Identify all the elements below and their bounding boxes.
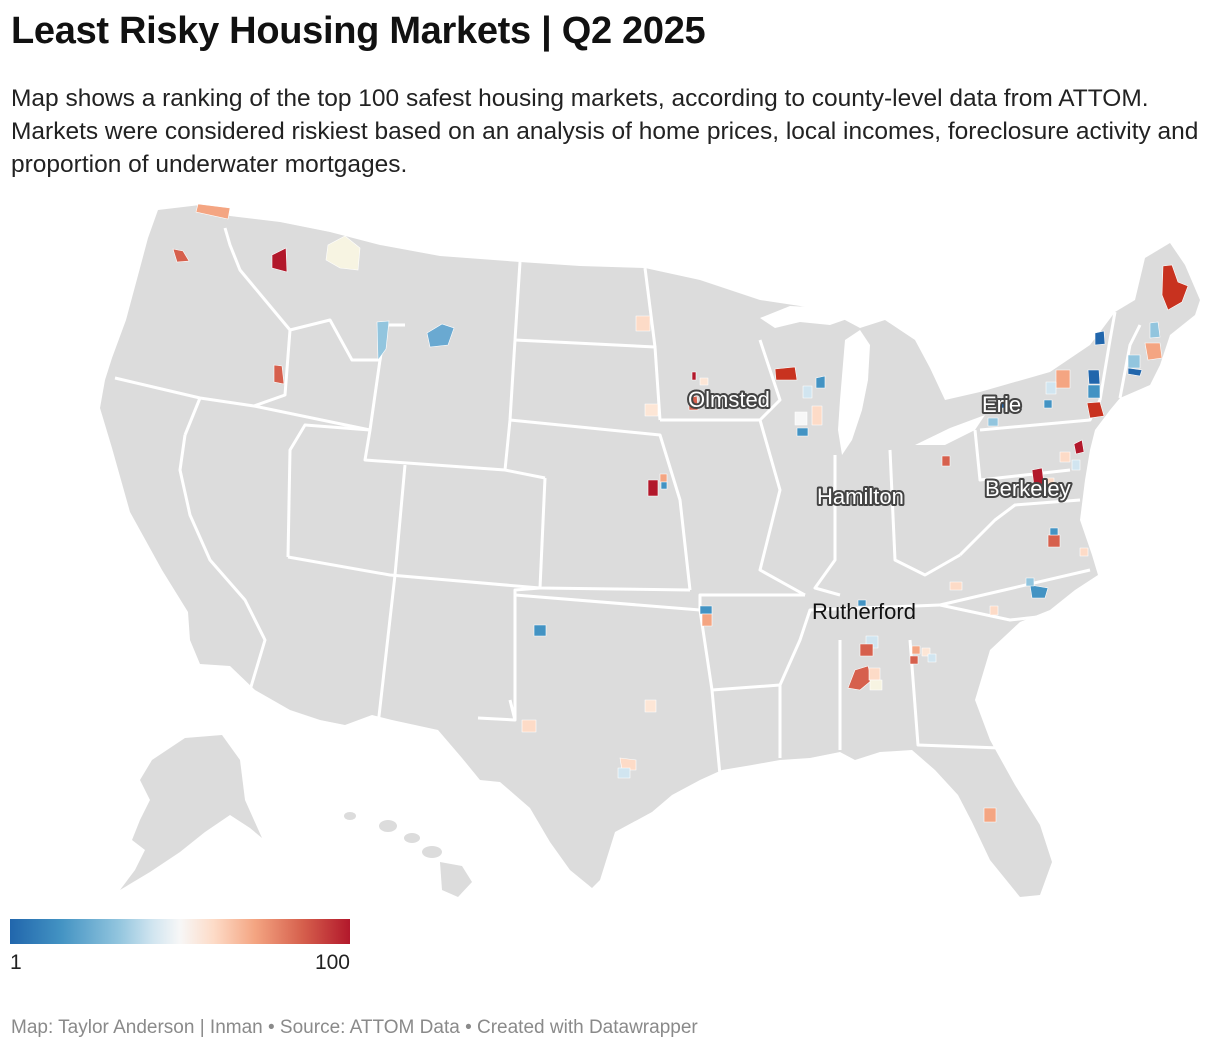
county-market[interactable] [927, 653, 937, 663]
county-market[interactable] [195, 203, 231, 220]
county-market[interactable] [989, 605, 999, 616]
county-market[interactable] [987, 417, 999, 427]
county-market[interactable] [644, 403, 659, 417]
legend-max-label: 100 [314, 951, 350, 974]
county-market[interactable] [815, 375, 826, 389]
footer-credit: Map: Taylor Anderson | Inman • Source: A… [11, 1017, 698, 1038]
county-market[interactable] [909, 655, 919, 665]
alaska-shape [120, 735, 262, 890]
county-market[interactable] [699, 605, 713, 615]
county-market[interactable] [273, 364, 285, 385]
county-market[interactable] [1086, 401, 1105, 419]
county-market[interactable] [868, 667, 881, 681]
county-market[interactable] [1094, 330, 1106, 346]
legend-gradient-bar [10, 919, 350, 944]
map-svg[interactable]: Olmsted Erie Hamilton Berkeley Rutherfor… [0, 195, 1220, 905]
county-market[interactable] [1029, 584, 1049, 599]
lake-erie [915, 415, 985, 445]
county-market[interactable] [1073, 439, 1085, 455]
county-market[interactable] [1127, 367, 1143, 377]
county-market[interactable] [1127, 354, 1141, 369]
county-market[interactable] [1071, 459, 1081, 471]
county-market[interactable] [660, 481, 668, 490]
county-market[interactable] [699, 377, 709, 386]
state-borders [114, 227, 1171, 776]
county-market[interactable] [325, 235, 361, 271]
legend-min-label: 1 [10, 951, 22, 974]
county-market[interactable] [869, 679, 883, 691]
county-market[interactable] [647, 479, 659, 497]
county-market[interactable] [911, 645, 921, 655]
county-market[interactable] [1045, 477, 1055, 489]
county-market[interactable] [376, 320, 390, 361]
county-market[interactable] [1043, 399, 1053, 409]
county-market[interactable] [659, 473, 668, 483]
county-market[interactable] [691, 371, 697, 381]
county-markets[interactable] [172, 203, 1189, 823]
county-market[interactable] [794, 411, 808, 426]
map-description: Map shows a ranking of the top 100 safes… [11, 85, 1199, 178]
contiguous-us-shape [100, 205, 1200, 897]
county-market[interactable] [1025, 577, 1035, 587]
county-label-erie: Erie [982, 392, 1021, 417]
county-market[interactable] [774, 366, 798, 381]
county-market[interactable] [1079, 547, 1089, 557]
county-market[interactable] [857, 599, 867, 607]
county-market[interactable] [533, 624, 547, 637]
county-market[interactable] [1031, 467, 1045, 487]
county-market[interactable] [619, 757, 637, 771]
county-market[interactable] [811, 405, 823, 426]
county-market[interactable] [941, 455, 951, 467]
county-market[interactable] [1161, 264, 1189, 311]
county-market[interactable] [997, 397, 1007, 409]
county-market[interactable] [688, 395, 699, 411]
county-market[interactable] [617, 767, 631, 779]
county-market[interactable] [847, 665, 873, 691]
county-market[interactable] [1049, 527, 1059, 536]
great-lakes-gap [838, 330, 870, 455]
county-market[interactable] [644, 699, 657, 713]
county-market[interactable] [426, 323, 455, 348]
county-market[interactable] [802, 385, 813, 399]
county-market[interactable] [521, 719, 537, 733]
county-market[interactable] [1047, 534, 1061, 548]
county-market[interactable] [859, 643, 874, 657]
hawaii-shapes [344, 812, 472, 897]
county-label-olmsted: Olmsted [688, 387, 770, 412]
lake-superior [760, 306, 850, 328]
county-market[interactable] [701, 613, 713, 627]
county-market[interactable] [1055, 369, 1071, 389]
county-label-hamilton: Hamilton [817, 484, 904, 509]
county-market[interactable] [635, 315, 651, 332]
county-market[interactable] [1059, 451, 1071, 463]
county-market[interactable] [796, 427, 809, 437]
us-county-map[interactable]: Olmsted Erie Hamilton Berkeley Rutherfor… [0, 195, 1220, 905]
county-market[interactable] [1144, 342, 1163, 361]
county-market[interactable] [949, 581, 963, 591]
county-market[interactable] [983, 807, 997, 823]
county-market[interactable] [1087, 384, 1101, 399]
county-market[interactable] [1045, 381, 1057, 395]
page-title: Least Risky Housing Markets | Q2 2025 [11, 10, 706, 52]
county-market[interactable] [172, 248, 190, 263]
county-market[interactable] [271, 247, 288, 273]
county-market[interactable] [1149, 321, 1161, 339]
color-legend: 1 100 [10, 919, 350, 979]
county-label-rutherford: Rutherford [812, 599, 916, 624]
county-label-berkeley: Berkeley [985, 476, 1071, 501]
county-market[interactable] [1087, 369, 1101, 385]
